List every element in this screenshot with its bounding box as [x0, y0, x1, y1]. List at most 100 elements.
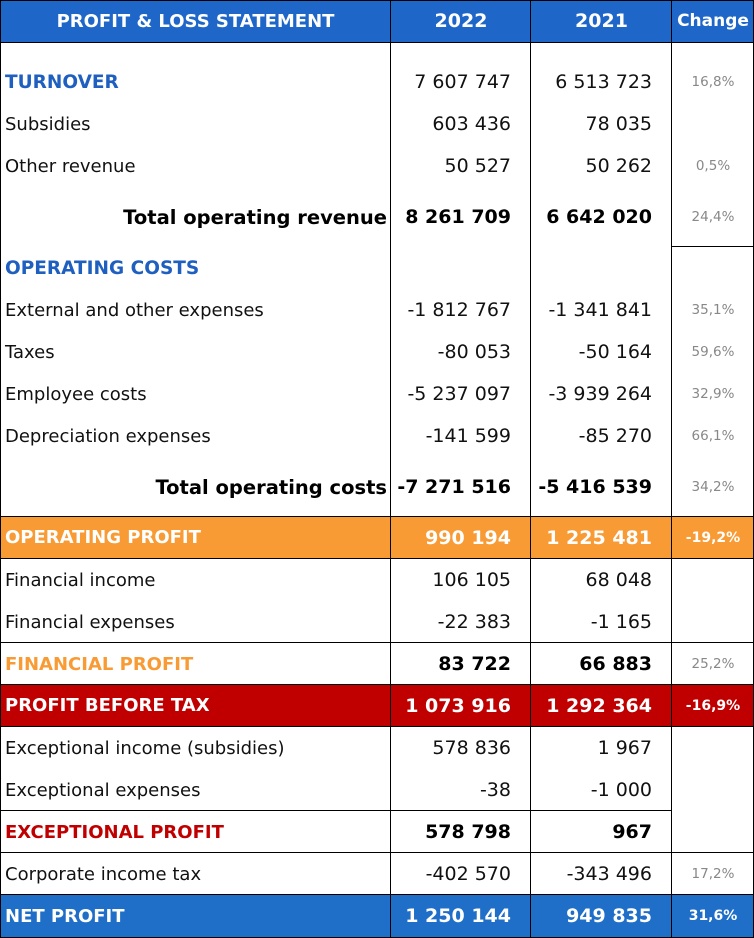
value-2021: -1 341 841	[548, 299, 652, 321]
change-value: 24,4%	[691, 209, 735, 225]
row-label: Other revenue	[5, 155, 136, 177]
profit-before-tax-row: PROFIT BEFORE TAX 1 073 916 1 292 364 -1…	[0, 685, 754, 726]
value-2021: 68 048	[585, 569, 652, 591]
grid-line	[0, 558, 754, 559]
value-2021: -1 165	[590, 611, 652, 633]
value-2022: 83 722	[438, 653, 511, 675]
table-row: Taxes -80 053 -50 164 59,6%	[0, 331, 754, 373]
value-2022: -80 053	[437, 341, 511, 363]
table-row-total: Total operating revenue 8 261 709 6 642 …	[0, 194, 754, 240]
row-label: PROFIT BEFORE TAX	[5, 695, 210, 716]
value-2022: 8 261 709	[405, 206, 511, 228]
row-label: Employee costs	[5, 383, 147, 405]
change-value	[672, 103, 754, 145]
row-label: Depreciation expenses	[5, 425, 211, 447]
change-value: 31,6%	[688, 908, 738, 924]
value-2022: -7 271 516	[397, 476, 511, 498]
statement-title: PROFIT & LOSS STATEMENT	[56, 10, 335, 32]
change-value: 25,2%	[691, 656, 735, 672]
grid-line	[0, 810, 672, 811]
change-value: 35,1%	[691, 302, 735, 318]
row-label: Total operating revenue	[123, 205, 387, 229]
change-value: 0,5%	[695, 158, 731, 174]
table-row: Exceptional expenses -38 -1 000	[0, 769, 754, 811]
grid-line	[671, 246, 754, 247]
change-value	[672, 811, 754, 853]
row-label: NET PROFIT	[5, 905, 125, 927]
value-2022: -5 237 097	[407, 383, 511, 405]
change-value: -19,2%	[685, 529, 741, 546]
column-header-2021: 2021	[575, 10, 628, 32]
value-2021: 1 967	[597, 737, 652, 759]
table-row: TURNOVER 7 607 747 6 513 723 16,8%	[0, 61, 754, 103]
row-label: Corporate income tax	[5, 863, 202, 885]
value-2022: -141 599	[425, 425, 511, 447]
value-2022: 990 194	[425, 526, 511, 549]
change-value: 66,1%	[691, 428, 735, 444]
grid-line	[0, 0, 1, 938]
row-label: Subsidies	[5, 113, 91, 135]
table-row: OPERATING COSTS	[0, 247, 754, 289]
value-2021: 78 035	[585, 113, 652, 135]
column-header-change: Change	[677, 11, 749, 31]
table-row: Depreciation expenses -141 599 -85 270 6…	[0, 415, 754, 457]
change-value	[672, 247, 754, 289]
exceptional-profit-row: EXCEPTIONAL PROFIT 578 798 967	[0, 811, 754, 853]
change-value: 17,2%	[691, 866, 735, 882]
grid-line	[530, 0, 531, 938]
table-header: PROFIT & LOSS STATEMENT 2022 2021 Change	[0, 0, 754, 42]
value-2022: 1 250 144	[405, 905, 511, 927]
grid-line	[0, 0, 754, 1]
table-row: Financial income 106 105 68 048	[0, 559, 754, 601]
table-row: Other revenue 50 527 50 262 0,5%	[0, 145, 754, 187]
financial-profit-row: FINANCIAL PROFIT 83 722 66 883 25,2%	[0, 643, 754, 685]
value-2022: 50 527	[444, 155, 511, 177]
grid-line	[671, 0, 672, 938]
value-2021: -5 416 539	[538, 476, 652, 498]
value-2021: -1 000	[590, 779, 652, 801]
row-label: OPERATING PROFIT	[5, 527, 201, 548]
row-label: Financial expenses	[5, 611, 175, 633]
row-label: Taxes	[5, 341, 55, 363]
value-2021: -3 939 264	[548, 383, 652, 405]
row-label: Exceptional income (subsidies)	[5, 737, 285, 759]
change-value	[672, 727, 754, 769]
value-2022: 578 836	[432, 737, 511, 759]
value-2021: 6 642 020	[546, 206, 652, 228]
grid-line	[0, 642, 672, 643]
value-2021: 1 292 364	[546, 694, 652, 717]
change-value: 32,9%	[691, 386, 735, 402]
value-2021: -343 496	[566, 863, 652, 885]
grid-line	[0, 894, 754, 895]
grid-line	[671, 642, 754, 643]
change-value	[672, 769, 754, 811]
table-row: External and other expenses -1 812 767 -…	[0, 289, 754, 331]
value-2021: 6 513 723	[555, 71, 652, 93]
change-value: 59,6%	[691, 344, 735, 360]
row-label: EXCEPTIONAL PROFIT	[5, 821, 224, 843]
row-label: External and other expenses	[5, 299, 264, 321]
value-2022	[391, 247, 531, 289]
value-2022: -402 570	[425, 863, 511, 885]
net-profit-row: NET PROFIT 1 250 144 949 835 31,6%	[0, 895, 754, 937]
row-label: OPERATING COSTS	[5, 257, 200, 279]
column-header-2022: 2022	[434, 10, 488, 32]
grid-line	[0, 684, 754, 685]
value-2022: -38	[479, 779, 511, 801]
row-label: Financial income	[5, 569, 156, 591]
table-row-total: Total operating costs -7 271 516 -5 416 …	[0, 464, 754, 510]
table-row: Financial expenses -22 383 -1 165	[0, 601, 754, 643]
value-2021: -50 164	[578, 341, 652, 363]
value-2022: 578 798	[425, 821, 511, 843]
grid-line	[390, 0, 391, 938]
grid-line	[671, 852, 754, 853]
value-2022: 7 607 747	[414, 71, 511, 93]
value-2021: 1 225 481	[546, 526, 652, 549]
change-value	[672, 559, 754, 601]
table-row: Employee costs -5 237 097 -3 939 264 32,…	[0, 373, 754, 415]
value-2021: 50 262	[585, 155, 652, 177]
grid-line	[0, 852, 672, 853]
value-2021: 967	[612, 821, 652, 843]
row-label: FINANCIAL PROFIT	[5, 653, 194, 675]
value-2022: -22 383	[437, 611, 511, 633]
